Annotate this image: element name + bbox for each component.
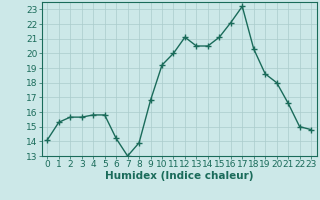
X-axis label: Humidex (Indice chaleur): Humidex (Indice chaleur): [105, 171, 253, 181]
